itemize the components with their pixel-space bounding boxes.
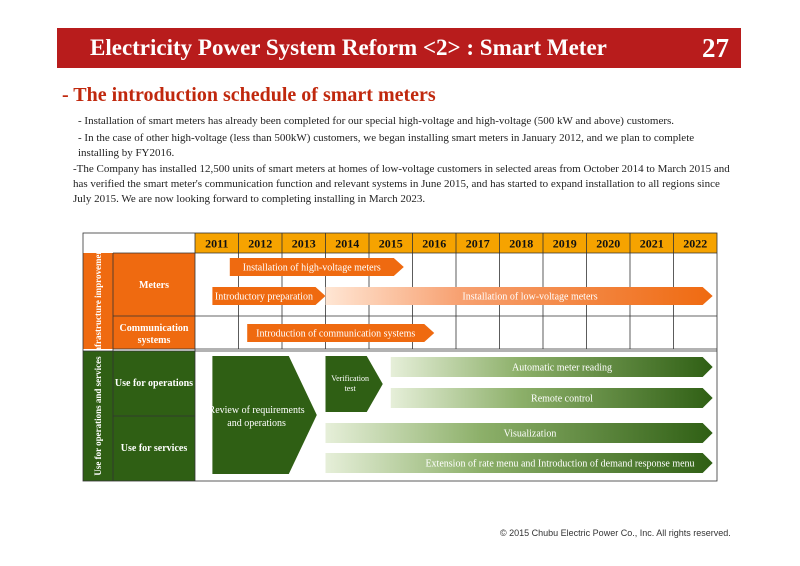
bar-review-requirements-label-2: and operations bbox=[227, 418, 286, 429]
bar-remote-control-label: Remote control bbox=[531, 394, 593, 405]
year-label-2018: 2018 bbox=[509, 237, 533, 251]
row-communication-cell bbox=[113, 316, 195, 349]
row-meters-cell bbox=[113, 253, 195, 316]
bar-rate-menu bbox=[325, 453, 713, 473]
bar-introductory-preparation-label: Introductory preparation bbox=[215, 292, 313, 303]
bar-review-requirements bbox=[212, 356, 317, 474]
bar-visualization bbox=[325, 423, 713, 443]
year-label-2021: 2021 bbox=[640, 237, 664, 251]
page-number: 27 bbox=[702, 33, 729, 63]
group-operations bbox=[83, 351, 113, 481]
title-bar bbox=[57, 28, 741, 68]
row-label-operations: Use for operations bbox=[115, 378, 193, 389]
section-subtitle: - The introduction schedule of smart met… bbox=[62, 84, 436, 106]
page-title: Electricity Power System Reform <2> : Sm… bbox=[90, 35, 607, 60]
bar-visualization-label: Visualization bbox=[504, 429, 557, 440]
bar-verification-test-label-2: test bbox=[345, 384, 357, 393]
row-services-cell bbox=[113, 416, 195, 481]
bar-review-requirements-label-1: Review of requirements bbox=[209, 405, 305, 416]
year-label-2016: 2016 bbox=[422, 237, 446, 251]
group-infrastructure bbox=[83, 253, 113, 349]
copyright: © 2015 Chubu Electric Power Co., Inc. Al… bbox=[500, 528, 731, 538]
bar-automatic-meter-reading bbox=[390, 357, 713, 377]
year-label-2019: 2019 bbox=[553, 237, 577, 251]
bar-low-voltage-meters bbox=[325, 287, 713, 305]
bullet-low-voltage: -The Company has installed 12,500 units … bbox=[73, 163, 730, 205]
bar-communication-systems-label: Introduction of communication systems bbox=[256, 329, 415, 340]
year-label-2011: 2011 bbox=[205, 237, 228, 251]
bar-communication-systems bbox=[247, 324, 435, 342]
group-label-infrastructure: Infrastructure improvement bbox=[93, 247, 103, 356]
table-border bbox=[82, 232, 718, 482]
row-label-communication: Communication systems bbox=[120, 323, 189, 346]
bar-high-voltage-meters bbox=[229, 258, 404, 276]
year-label-2017: 2017 bbox=[466, 237, 490, 251]
bar-rate-menu-label: Extension of rate menu and Introduction … bbox=[425, 459, 694, 470]
bar-verification-test-label-1: Verification bbox=[331, 374, 369, 383]
row-label-meters: Meters bbox=[139, 280, 169, 291]
bar-automatic-meter-reading-label: Automatic meter reading bbox=[512, 363, 612, 374]
bar-introductory-preparation bbox=[212, 287, 326, 305]
year-label-2013: 2013 bbox=[292, 237, 316, 251]
bullet-other-high-voltage: - In the case of other high-voltage (les… bbox=[78, 132, 695, 159]
group-label-operations: Use for operations and services bbox=[93, 356, 103, 476]
year-label-2015: 2015 bbox=[379, 237, 403, 251]
year-label-2022: 2022 bbox=[683, 237, 707, 251]
bar-remote-control bbox=[390, 388, 713, 408]
bar-low-voltage-meters-label: Installation of low-voltage meters bbox=[462, 292, 597, 303]
bar-verification-test bbox=[325, 356, 383, 412]
year-label-2014: 2014 bbox=[335, 237, 359, 251]
row-label-services: Use for services bbox=[121, 443, 188, 454]
bullet-high-voltage-completed: - Installation of smart meters has alrea… bbox=[78, 115, 675, 127]
year-label-2020: 2020 bbox=[596, 237, 620, 251]
year-label-2012: 2012 bbox=[248, 237, 272, 251]
row-operations-cell bbox=[113, 351, 195, 416]
bar-high-voltage-meters-label: Installation of high-voltage meters bbox=[243, 263, 381, 274]
